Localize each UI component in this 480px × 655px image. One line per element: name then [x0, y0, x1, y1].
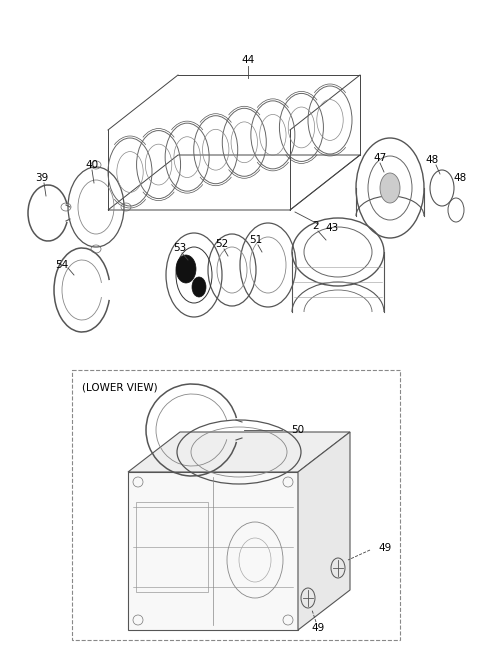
Text: 49: 49 [378, 543, 392, 553]
Text: 54: 54 [55, 260, 69, 270]
Text: 43: 43 [325, 223, 338, 233]
Ellipse shape [192, 277, 206, 297]
Text: 48: 48 [454, 173, 467, 183]
Polygon shape [128, 432, 350, 472]
Polygon shape [128, 472, 298, 630]
Text: 52: 52 [216, 239, 228, 249]
Ellipse shape [176, 255, 196, 283]
Text: 48: 48 [425, 155, 439, 165]
Text: 44: 44 [241, 55, 254, 65]
Text: 2: 2 [312, 221, 319, 231]
Text: (LOWER VIEW): (LOWER VIEW) [82, 383, 157, 393]
Polygon shape [298, 432, 350, 630]
Text: 39: 39 [36, 173, 48, 183]
Text: 47: 47 [373, 153, 386, 163]
Text: 51: 51 [250, 235, 263, 245]
Text: 40: 40 [85, 160, 98, 170]
Ellipse shape [380, 173, 400, 203]
Text: 49: 49 [312, 623, 324, 633]
Text: 53: 53 [173, 243, 187, 253]
Text: 50: 50 [291, 425, 305, 435]
